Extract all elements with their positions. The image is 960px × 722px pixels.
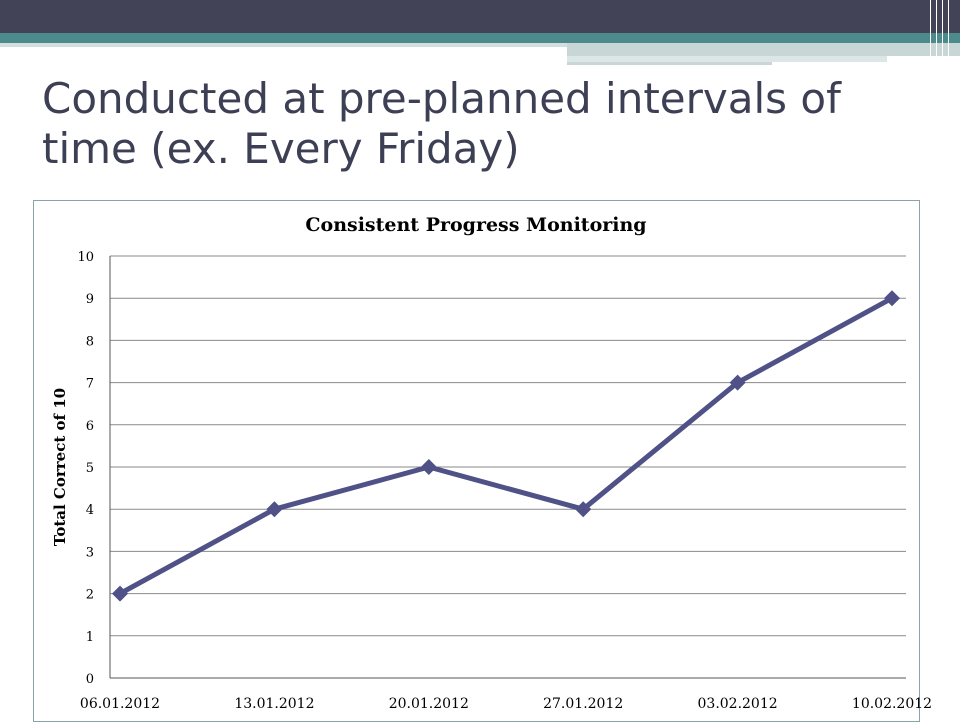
data-point-marker bbox=[420, 459, 437, 475]
data-markers bbox=[112, 290, 900, 602]
y-axis-label: Total Correct of 10 bbox=[51, 388, 69, 546]
data-point-marker bbox=[266, 501, 283, 518]
header-accent-line bbox=[930, 0, 931, 66]
x-tick-labels: 06.01.2012 13.01.2012 20.01.2012 27.01.2012… bbox=[80, 696, 932, 712]
header-stripe-light bbox=[0, 43, 960, 47]
y-tick-label: 0 bbox=[86, 672, 94, 687]
header-accent-line bbox=[942, 0, 943, 66]
header-accent-line bbox=[936, 0, 937, 66]
y-tick-label: 1 bbox=[86, 630, 94, 645]
y-tick-labels: 0 1 2 3 4 5 6 7 8 9 10 bbox=[77, 250, 94, 687]
y-tick-label: 9 bbox=[86, 292, 94, 307]
x-tick-label: 13.01.2012 bbox=[234, 696, 314, 712]
header-accent bbox=[567, 62, 772, 65]
header-accent-line bbox=[948, 0, 949, 66]
slide-title: Conducted at pre-planned intervals of ti… bbox=[42, 74, 841, 173]
data-point-marker bbox=[884, 290, 900, 307]
data-point-marker bbox=[575, 501, 592, 518]
header-bar bbox=[0, 0, 960, 33]
y-tick-label: 6 bbox=[86, 419, 94, 434]
y-tick-label: 8 bbox=[86, 334, 94, 349]
header-stripe bbox=[0, 33, 960, 43]
y-tick-label: 4 bbox=[86, 503, 94, 518]
data-point-marker bbox=[112, 585, 128, 602]
y-tick-label: 10 bbox=[77, 250, 94, 265]
data-point-marker bbox=[729, 374, 746, 391]
y-tick-label: 3 bbox=[86, 545, 94, 560]
series-line-path bbox=[118, 296, 894, 596]
header-accent bbox=[567, 43, 960, 56]
header-accent bbox=[567, 56, 887, 62]
x-tick-label: 27.01.2012 bbox=[543, 696, 623, 712]
x-tick-label: 10.02.2012 bbox=[852, 696, 932, 712]
gridlines bbox=[109, 255, 906, 679]
x-tick-label: 20.01.2012 bbox=[389, 696, 469, 712]
y-tick-label: 5 bbox=[86, 461, 94, 476]
x-tick-label: 03.02.2012 bbox=[698, 696, 778, 712]
series-line bbox=[118, 296, 894, 596]
chart-title: Consistent Progress Monitoring bbox=[305, 214, 646, 236]
y-tick-label: 2 bbox=[86, 588, 94, 603]
y-tick-label: 7 bbox=[86, 377, 94, 392]
x-tick-label: 06.01.2012 bbox=[80, 696, 160, 712]
